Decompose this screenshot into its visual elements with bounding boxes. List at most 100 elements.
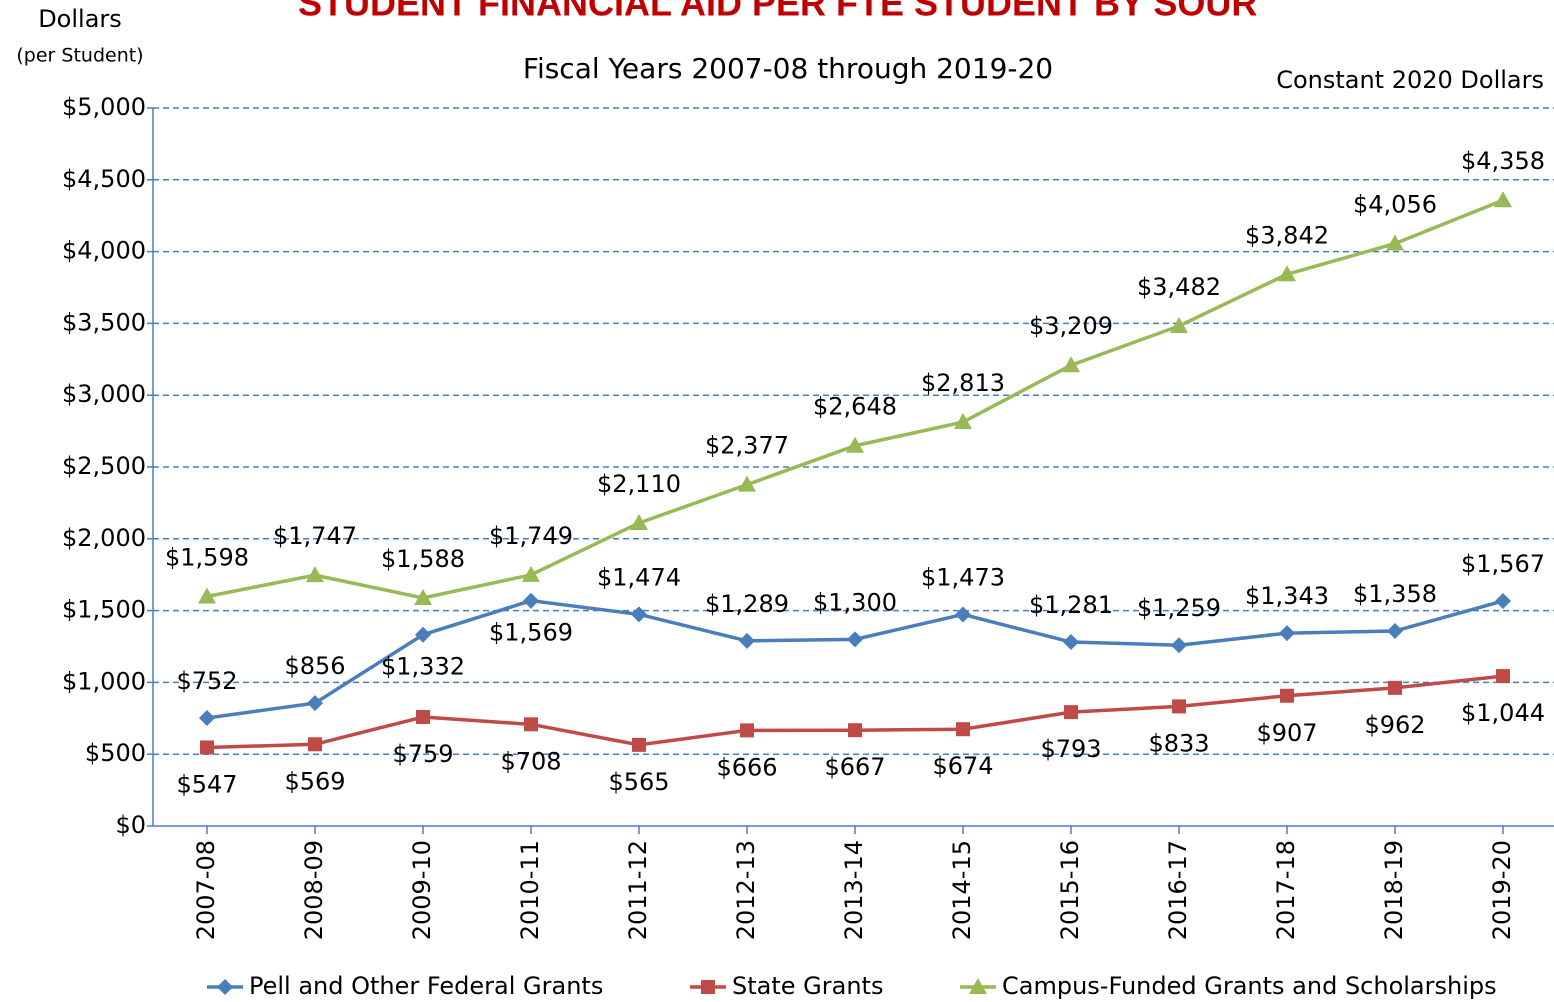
- data-label: $666: [716, 753, 777, 781]
- data-label: $1,300: [813, 588, 897, 616]
- marker: [740, 723, 754, 738]
- marker: [1063, 634, 1079, 651]
- series: $547 $569 $759 $708 $565 $666 $667 $674 $793 $833…: [176, 669, 1545, 798]
- marker: [630, 514, 648, 531]
- y-axis-label: Dollars: [38, 5, 122, 33]
- note: Constant 2020 Dollars: [1276, 66, 1544, 94]
- data-label: $752: [176, 667, 237, 695]
- x-tick-label: 2009-10: [408, 840, 436, 940]
- marker: [846, 436, 864, 453]
- data-label: $907: [1256, 719, 1317, 747]
- y-tick-label: $3,500: [62, 308, 146, 336]
- marker: [200, 740, 214, 755]
- marker: [1062, 356, 1080, 373]
- data-label: $569: [284, 767, 345, 795]
- marker: [199, 710, 215, 727]
- marker: [1494, 191, 1512, 208]
- legend-label: State Grants: [732, 972, 883, 1000]
- x-tick-label: 2012-13: [732, 840, 760, 940]
- data-label: $1,747: [273, 522, 357, 550]
- marker: [847, 631, 863, 648]
- marker: [1278, 265, 1296, 282]
- marker: [1171, 637, 1187, 654]
- data-label: $2,648: [813, 393, 897, 421]
- marker: [969, 978, 987, 994]
- marker: [416, 710, 430, 725]
- x-tick-label: 2007-08: [192, 840, 220, 940]
- data-label: $833: [1148, 729, 1209, 757]
- marker: [414, 588, 432, 605]
- data-label: $1,474: [597, 563, 681, 591]
- x-tick-label: 2019-20: [1488, 840, 1516, 940]
- data-label: $674: [932, 752, 993, 780]
- x-tick-label: 2016-17: [1164, 840, 1192, 940]
- x-tick-label: 2008-09: [300, 840, 328, 940]
- data-label: $3,842: [1245, 221, 1329, 249]
- marker: [1279, 625, 1295, 642]
- marker: [701, 980, 715, 994]
- marker: [738, 475, 756, 492]
- data-label: $962: [1364, 711, 1425, 739]
- x-tick-label: 2015-16: [1056, 840, 1084, 940]
- marker: [306, 566, 324, 583]
- marker: [956, 722, 970, 737]
- x-tick-label: 2010-11: [516, 840, 544, 940]
- subtitle: Fiscal Years 2007-08 through 2019-20: [523, 52, 1053, 85]
- x-tick-label: 2013-14: [840, 840, 868, 940]
- data-label: $667: [824, 753, 885, 781]
- x-tick-label: 2011-12: [624, 840, 652, 940]
- marker: [1170, 316, 1188, 333]
- data-label: $1,044: [1461, 699, 1545, 727]
- y-tick-label: $5,000: [62, 93, 146, 121]
- marker: [1388, 680, 1402, 695]
- marker: [1495, 592, 1511, 609]
- data-label: $2,110: [597, 470, 681, 498]
- marker: [954, 413, 972, 430]
- data-label: $3,482: [1137, 273, 1221, 301]
- data-label: $1,588: [381, 545, 465, 573]
- data-label: $1,332: [381, 653, 465, 681]
- marker: [1280, 688, 1294, 703]
- series: $752 $856 $1,332 $1,569 $1,474 $1,289 $1,300 $1…: [176, 550, 1545, 727]
- y-tick-label: $500: [85, 739, 146, 767]
- y-tick-label: $4,000: [62, 237, 146, 265]
- data-label: $2,813: [921, 369, 1005, 397]
- data-label: $1,281: [1029, 591, 1113, 619]
- data-label: $1,343: [1245, 582, 1329, 610]
- data-label: $708: [500, 747, 561, 775]
- data-label: $759: [392, 740, 453, 768]
- marker: [1172, 699, 1186, 714]
- data-label: $1,289: [705, 590, 789, 618]
- data-label: $4,056: [1353, 191, 1437, 219]
- marker: [307, 695, 323, 712]
- x-tick-label: 2014-15: [948, 840, 976, 940]
- data-label: $4,358: [1461, 147, 1545, 175]
- y-tick-label: $0: [115, 811, 146, 839]
- data-label: $1,259: [1137, 594, 1221, 622]
- marker: [522, 565, 540, 582]
- data-label: $793: [1040, 735, 1101, 763]
- data-label: $1,569: [489, 619, 573, 647]
- y-tick-label: $1,000: [62, 667, 146, 695]
- marker: [955, 606, 971, 623]
- y-tick-label: $2,000: [62, 524, 146, 552]
- data-label: $565: [608, 768, 669, 796]
- marker: [631, 606, 647, 623]
- marker: [739, 632, 755, 649]
- y-tick-label: $1,500: [62, 596, 146, 624]
- marker: [523, 592, 539, 609]
- data-label: $547: [176, 770, 237, 798]
- marker: [1386, 234, 1404, 251]
- legend-label: Campus-Funded Grants and Scholarships: [1002, 972, 1497, 1000]
- marker: [217, 979, 233, 995]
- x-tick-label: 2018-19: [1380, 840, 1408, 940]
- marker: [632, 737, 646, 752]
- data-label: $1,749: [489, 522, 573, 550]
- marker: [848, 723, 862, 738]
- marker: [308, 737, 322, 752]
- marker: [1064, 705, 1078, 720]
- data-label: $3,209: [1029, 312, 1113, 340]
- y-tick-label: $4,500: [62, 165, 146, 193]
- data-label: $856: [284, 652, 345, 680]
